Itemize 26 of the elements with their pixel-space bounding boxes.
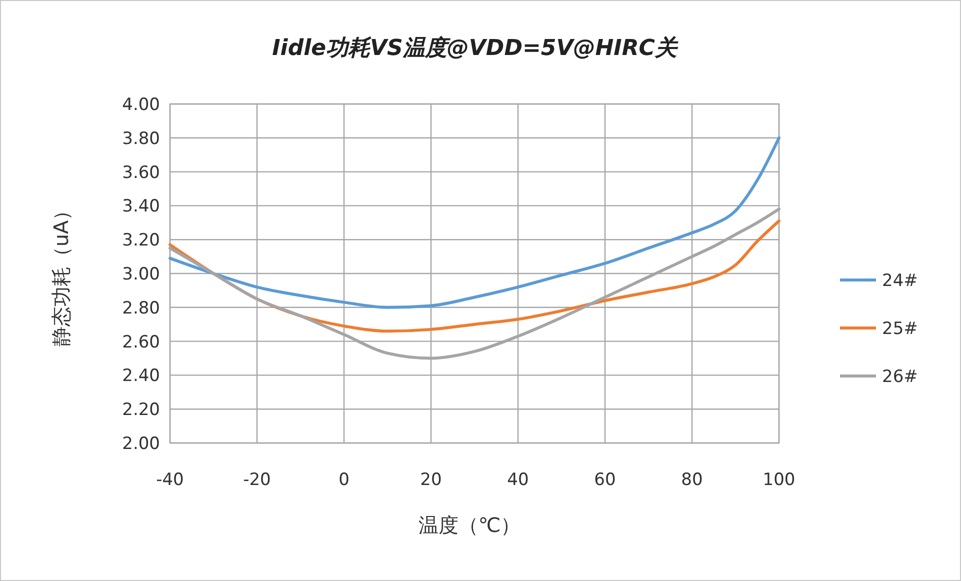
x-tick-label: 100 [762,470,796,490]
line-series [168,136,780,309]
y-tick-label: 2.40 [122,366,160,386]
y-tick-label: 3.80 [122,128,160,149]
y-axis-title: 静态功耗（uA） [49,200,73,347]
x-tick-label: 60 [594,470,616,490]
y-tick-label: 2.00 [122,434,160,454]
x-tick-label: -20 [243,470,271,490]
y-tick-label: 2.20 [122,400,160,420]
legend-label: 24# [882,270,918,291]
chart-title: Iidle功耗VS温度@VDD=5V@HIRC关 [272,35,679,61]
y-tick-label: 3.40 [122,196,160,217]
y-tick-label: 3.00 [122,264,160,284]
x-tick-label: 0 [338,470,350,490]
y-tick-label: 4.00 [122,94,160,115]
x-tick-label: 80 [681,470,703,490]
y-tick-label: 3.20 [122,230,160,251]
y-tick-label: 3.60 [122,162,160,183]
legend-label: 26# [882,366,918,387]
y-tick-label: 2.80 [122,298,160,318]
x-tick-label: 40 [507,470,529,490]
legend-label: 25# [882,318,918,339]
x-tick-label: -40 [156,470,184,490]
x-tick-label: 20 [420,470,442,490]
y-tick-label: 2.60 [122,332,160,352]
x-axis-title: 温度（℃） [418,513,521,537]
